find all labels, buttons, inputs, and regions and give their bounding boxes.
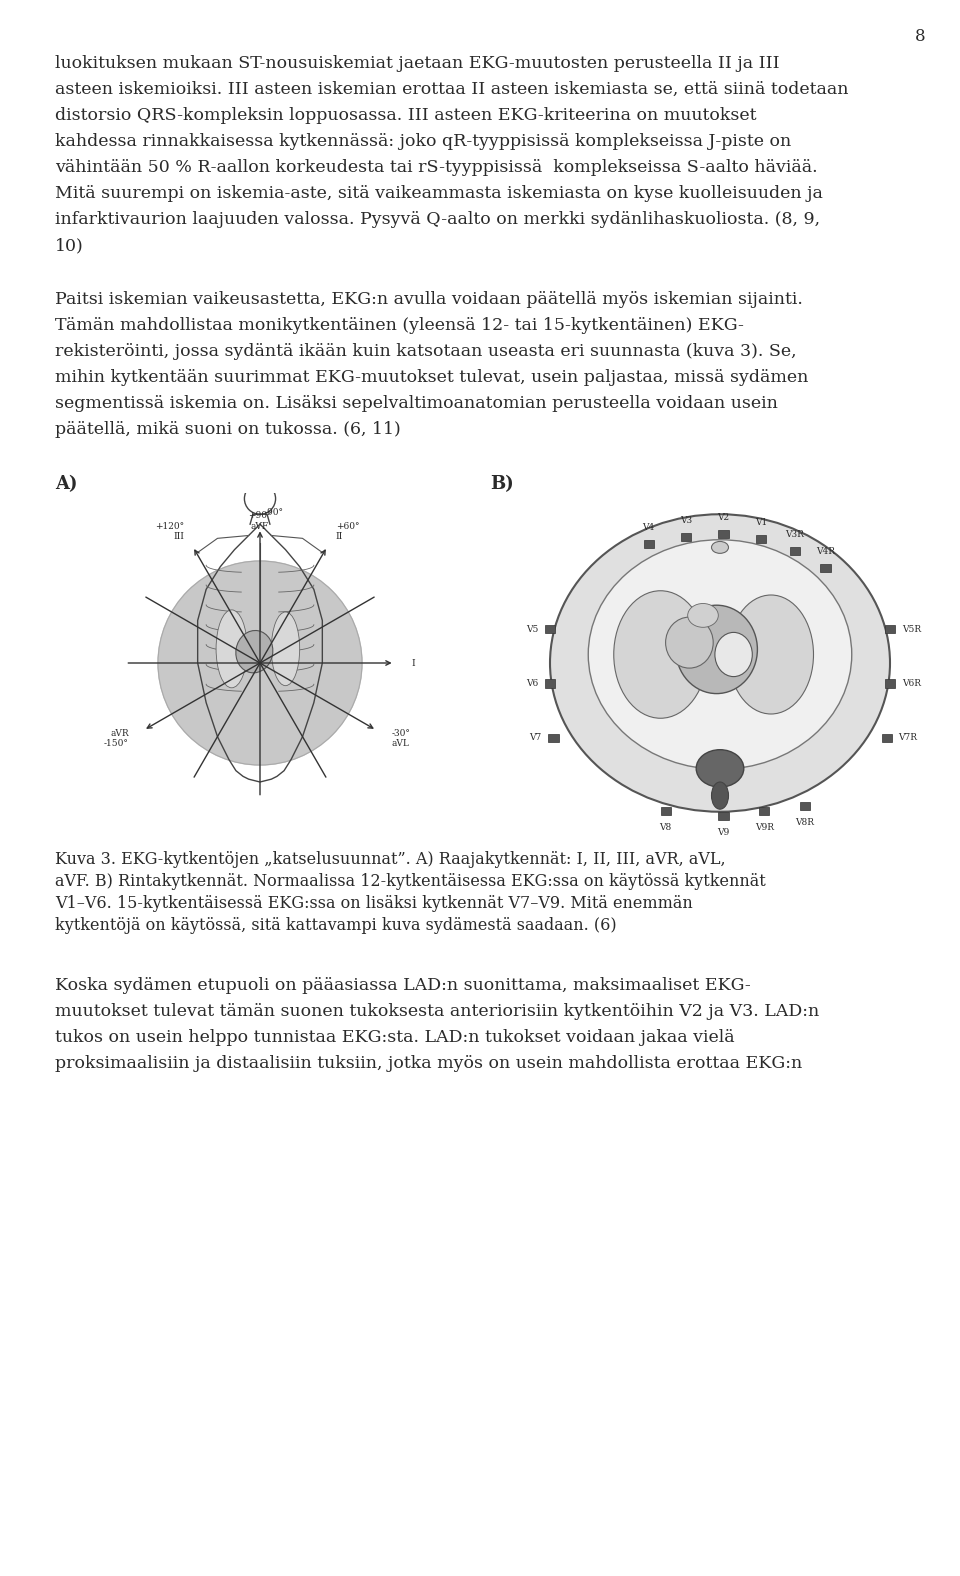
Text: luokituksen mukaan ST-nousuiskemiat jaetaan EKG-muutosten perusteella II ja III: luokituksen mukaan ST-nousuiskemiat jaet… [55, 55, 780, 72]
Ellipse shape [236, 630, 273, 673]
Text: kytkentöjä on käytössä, sitä kattavampi kuva sydämestä saadaan. (6): kytkentöjä on käytössä, sitä kattavampi … [55, 917, 616, 935]
Text: V6R: V6R [901, 679, 921, 687]
Text: rekisteröinti, jossa sydäntä ikään kuin katsotaan useasta eri suunnasta (kuva 3): rekisteröinti, jossa sydäntä ikään kuin … [55, 344, 797, 359]
Text: vähintään 50 % R-aallon korkeudesta tai rS-tyyppisissä  komplekseissa S-aalto hä: vähintään 50 % R-aallon korkeudesta tai … [55, 159, 818, 177]
Text: Tämän mahdollistaa monikytkentäinen (yleensä 12- tai 15-kytkentäinen) EKG-: Tämän mahdollistaa monikytkentäinen (yle… [55, 317, 744, 334]
Text: 8: 8 [915, 28, 925, 46]
Ellipse shape [550, 514, 890, 812]
Text: V3R: V3R [785, 530, 804, 539]
Bar [800, 802, 810, 810]
Text: Kuva 3. EKG-kytkentöjen „katselusuunnat”. A) Raajakytkennät: I, II, III, aVR, aV: Kuva 3. EKG-kytkentöjen „katselusuunnat”… [55, 851, 726, 868]
Text: infarktivaurion laajuuden valossa. Pysyvä Q-aalto on merkki sydänlihaskuoliosta.: infarktivaurion laajuuden valossa. Pysyv… [55, 211, 820, 229]
Ellipse shape [687, 604, 718, 627]
Ellipse shape [711, 782, 729, 808]
Text: Koska sydämen etupuoli on pääasiassa LAD:n suonittama, maksimaaliset EKG-: Koska sydämen etupuoli on pääasiassa LAD… [55, 977, 751, 994]
Bar [885, 679, 895, 687]
Ellipse shape [676, 605, 757, 693]
Bar [643, 539, 654, 548]
Bar [881, 733, 892, 742]
Text: -90°: -90° [264, 507, 283, 517]
Text: V1: V1 [755, 519, 767, 526]
Ellipse shape [272, 611, 300, 686]
Bar [885, 624, 895, 634]
Text: proksimaalisiin ja distaalisiin tuksiin, jotka myös on usein mahdollista erottaa: proksimaalisiin ja distaalisiin tuksiin,… [55, 1054, 803, 1072]
Text: V4R: V4R [816, 547, 835, 556]
Text: V8R: V8R [796, 818, 814, 827]
Bar [820, 564, 830, 572]
Text: segmentissä iskemia on. Lisäksi sepelvaltimoanatomian perusteella voidaan usein: segmentissä iskemia on. Lisäksi sepelval… [55, 396, 778, 411]
Text: Paitsi iskemian vaikeusastetta, EKG:n avulla voidaan päätellä myös iskemian sija: Paitsi iskemian vaikeusastetta, EKG:n av… [55, 292, 803, 307]
Circle shape [158, 561, 362, 764]
Text: A): A) [55, 474, 78, 493]
Text: kahdessa rinnakkaisessa kytkennässä: joko qR-tyyppisissä komplekseissa J-piste o: kahdessa rinnakkaisessa kytkennässä: jok… [55, 132, 791, 150]
Bar [756, 534, 766, 544]
Bar [759, 807, 769, 815]
Text: -30°
aVL: -30° aVL [392, 730, 410, 749]
Ellipse shape [715, 632, 753, 676]
Text: aVF. B) Rintakytkennät. Normaalissa 12-kytkentäisessa EKG:ssa on käytössä kytken: aVF. B) Rintakytkennät. Normaalissa 12-k… [55, 873, 766, 890]
Text: +60°
II: +60° II [336, 522, 359, 542]
Text: V7: V7 [529, 733, 541, 742]
Bar [545, 679, 555, 687]
Ellipse shape [729, 596, 813, 714]
Text: V4: V4 [642, 523, 655, 533]
Ellipse shape [696, 750, 744, 786]
Bar [718, 530, 729, 537]
Ellipse shape [613, 591, 708, 719]
Ellipse shape [711, 542, 729, 553]
Text: muutokset tulevat tämän suonen tukoksesta anteriorisiin kytkentöihin V2 ja V3. L: muutokset tulevat tämän suonen tukoksest… [55, 1002, 819, 1020]
Text: tukos on usein helppo tunnistaa EKG:sta. LAD:n tukokset voidaan jakaa vielä: tukos on usein helppo tunnistaa EKG:sta.… [55, 1029, 734, 1046]
Text: V2: V2 [717, 512, 730, 522]
Text: V8: V8 [660, 823, 672, 832]
Bar [718, 812, 729, 820]
Text: +120°
III: +120° III [156, 522, 184, 542]
Text: Mitä suurempi on iskemia-aste, sitä vaikeammasta iskemiasta on kyse kuolleisuude: Mitä suurempi on iskemia-aste, sitä vaik… [55, 184, 823, 202]
Ellipse shape [216, 610, 248, 687]
Text: V3: V3 [680, 517, 692, 525]
Bar [545, 624, 555, 634]
Ellipse shape [588, 539, 852, 769]
Text: V5R: V5R [901, 624, 921, 634]
Bar [660, 807, 671, 815]
Ellipse shape [665, 618, 713, 668]
Text: päätellä, mikä suoni on tukossa. (6, 11): päätellä, mikä suoni on tukossa. (6, 11) [55, 421, 400, 438]
Text: V7R: V7R [899, 733, 918, 742]
Text: mihin kytkentään suurimmat EKG-muutokset tulevat, usein paljastaa, missä sydämen: mihin kytkentään suurimmat EKG-muutokset… [55, 369, 808, 386]
Text: distorsio QRS-kompleksin loppuosassa. III asteen EKG-kriteerina on muutokset: distorsio QRS-kompleksin loppuosassa. II… [55, 107, 756, 125]
Text: V5: V5 [526, 624, 539, 634]
Text: I: I [412, 659, 416, 668]
Bar [681, 533, 691, 542]
Text: B): B) [490, 474, 514, 493]
Bar [548, 733, 559, 742]
Bar [790, 547, 800, 555]
Text: aVR
-150°: aVR -150° [104, 730, 129, 749]
Text: V9: V9 [717, 827, 730, 837]
Text: 10): 10) [55, 236, 84, 254]
Text: asteen iskemioiksi. III asteen iskemian erottaa II asteen iskemiasta se, että si: asteen iskemioiksi. III asteen iskemian … [55, 80, 849, 98]
Text: V1–V6. 15-kytkentäisessä EKG:ssa on lisäksi kytkennät V7–V9. Mitä enemmän: V1–V6. 15-kytkentäisessä EKG:ssa on lisä… [55, 895, 693, 913]
Text: V9R: V9R [755, 823, 774, 832]
Text: +90°
aVF: +90° aVF [249, 512, 272, 531]
Text: V6: V6 [526, 679, 539, 687]
